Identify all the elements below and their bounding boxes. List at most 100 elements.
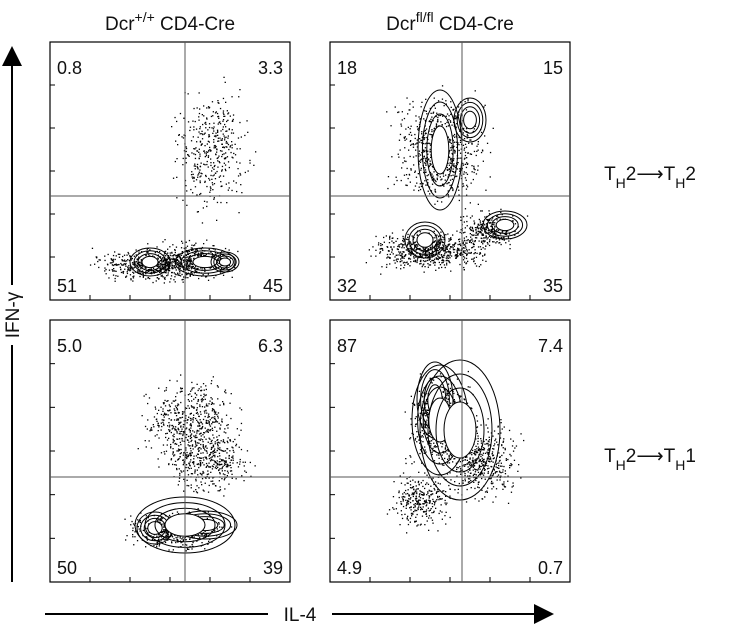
event-dot — [230, 132, 233, 134]
event-dot — [199, 457, 201, 459]
event-dot — [214, 172, 217, 174]
event-dot — [104, 267, 106, 269]
event-dot — [224, 477, 226, 480]
event-dot — [188, 155, 190, 157]
event-dot — [172, 549, 174, 551]
event-dot — [453, 158, 455, 160]
event-dot — [466, 215, 468, 217]
event-dot — [190, 450, 192, 452]
event-dot — [165, 265, 167, 268]
event-dot — [517, 226, 520, 228]
event-dot — [386, 257, 388, 259]
event-dot — [425, 247, 427, 249]
event-dot — [220, 139, 222, 141]
event-dot — [227, 112, 230, 114]
event-dot — [200, 386, 202, 388]
event-dot — [220, 449, 222, 451]
event-dot — [177, 459, 179, 461]
event-dot — [194, 157, 197, 160]
event-dot — [214, 178, 217, 180]
event-dot — [115, 255, 117, 257]
event-dot — [421, 142, 423, 144]
event-dot — [398, 156, 400, 158]
event-dot — [433, 259, 435, 262]
event-dot — [166, 259, 168, 261]
event-dot — [473, 245, 475, 248]
event-dot — [171, 252, 173, 254]
quadrant-value: 32 — [337, 276, 357, 296]
event-dot — [428, 264, 430, 266]
event-dot — [228, 128, 230, 130]
event-dot — [197, 167, 199, 169]
event-dot — [98, 259, 100, 261]
event-dot — [223, 461, 225, 463]
event-dot — [132, 536, 134, 538]
event-dot — [415, 416, 417, 418]
event-dot — [217, 100, 219, 102]
event-dot — [213, 410, 216, 412]
event-dot — [239, 174, 242, 176]
event-dot — [417, 128, 419, 130]
event-dot — [420, 436, 422, 438]
event-dot — [236, 428, 238, 430]
event-dot — [197, 211, 199, 213]
event-dot — [420, 254, 422, 256]
event-dot — [174, 429, 176, 431]
event-dot — [430, 163, 432, 165]
event-dot — [196, 463, 198, 465]
event-dot — [458, 136, 460, 139]
event-dot — [208, 177, 210, 180]
event-dot — [121, 264, 123, 266]
event-dot — [217, 441, 220, 443]
event-dot — [141, 264, 144, 267]
event-dot — [156, 270, 159, 272]
event-dot — [241, 475, 243, 477]
event-dot — [505, 242, 507, 244]
event-dot — [176, 432, 178, 434]
event-dot — [224, 470, 226, 472]
event-dot — [198, 277, 200, 280]
event-dot — [140, 262, 142, 264]
event-dot — [141, 273, 143, 275]
event-dot — [406, 167, 408, 170]
event-dot — [164, 260, 166, 262]
event-dot — [209, 149, 211, 151]
event-dot — [180, 401, 182, 404]
event-dot — [429, 150, 431, 152]
event-dot — [462, 259, 465, 261]
event-dot — [178, 264, 180, 267]
event-dot — [171, 255, 173, 257]
event-dot — [410, 169, 412, 171]
text-segment: Dcr — [105, 14, 135, 35]
event-dot — [449, 120, 452, 122]
event-dot — [227, 161, 230, 163]
event-dot — [180, 452, 182, 454]
event-dot — [206, 118, 208, 120]
event-dot — [403, 251, 405, 253]
event-dot — [443, 256, 445, 258]
event-dot — [104, 255, 106, 257]
event-dot — [217, 445, 219, 447]
event-dot — [246, 120, 248, 122]
event-dot — [380, 243, 382, 245]
event-dot — [470, 236, 472, 238]
event-dot — [385, 266, 388, 268]
event-dot — [227, 143, 230, 146]
event-dot — [224, 442, 226, 444]
event-dot — [475, 173, 478, 175]
event-dot — [422, 251, 424, 253]
event-dot — [174, 281, 176, 283]
event-dot — [223, 431, 225, 433]
event-dot — [203, 254, 205, 257]
event-dot — [477, 234, 479, 236]
event-dot — [411, 243, 414, 245]
event-dot — [166, 400, 168, 402]
event-dot — [432, 112, 434, 114]
event-dot — [470, 229, 473, 232]
event-dot — [171, 535, 173, 537]
event-dot — [208, 457, 211, 460]
event-dot — [448, 181, 450, 184]
event-dot — [236, 190, 238, 193]
event-dot — [142, 529, 144, 532]
event-dot — [179, 456, 181, 458]
